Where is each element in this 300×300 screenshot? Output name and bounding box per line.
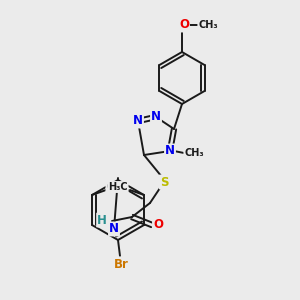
Text: N: N [109,223,119,236]
Text: CH₃: CH₃ [198,20,218,30]
Text: N: N [165,145,175,158]
Text: CH₃: CH₃ [106,182,126,192]
Text: H₃C: H₃C [108,182,128,192]
Text: O: O [153,218,163,232]
Text: H: H [97,214,107,226]
Text: CH₃: CH₃ [184,148,204,158]
Text: Br: Br [114,257,128,271]
Text: N: N [133,115,143,128]
Text: S: S [160,176,168,188]
Text: N: N [151,110,161,124]
Text: O: O [179,19,189,32]
